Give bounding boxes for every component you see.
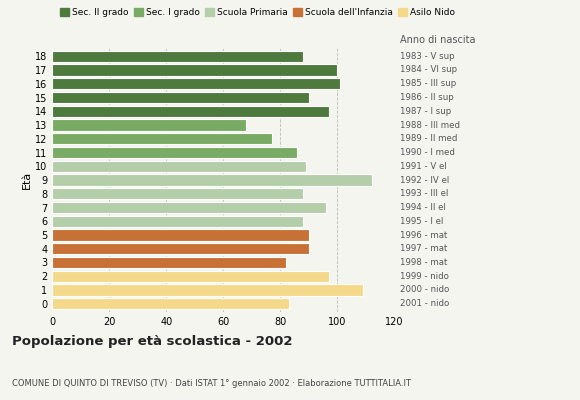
Text: 1987 - I sup: 1987 - I sup	[400, 107, 451, 116]
Bar	[52, 257, 286, 268]
Text: 1984 - VI sup: 1984 - VI sup	[400, 66, 457, 74]
Bar	[52, 161, 306, 172]
Bar	[52, 298, 289, 309]
Text: 1990 - I med: 1990 - I med	[400, 148, 455, 157]
Bar	[52, 106, 329, 117]
Text: 1991 - V el: 1991 - V el	[400, 162, 447, 171]
Text: 1988 - III med: 1988 - III med	[400, 120, 460, 130]
Y-axis label: Età: Età	[22, 171, 32, 189]
Bar	[52, 284, 363, 296]
Bar	[52, 119, 246, 131]
Text: 1996 - mat: 1996 - mat	[400, 230, 448, 240]
Bar	[52, 51, 303, 62]
Text: COMUNE DI QUINTO DI TREVISO (TV) · Dati ISTAT 1° gennaio 2002 · Elaborazione TUT: COMUNE DI QUINTO DI TREVISO (TV) · Dati …	[12, 379, 411, 388]
Text: 1993 - III el: 1993 - III el	[400, 189, 448, 198]
Text: 2001 - nido: 2001 - nido	[400, 299, 450, 308]
Bar	[52, 174, 372, 186]
Bar	[52, 202, 326, 213]
Text: 1983 - V sup: 1983 - V sup	[400, 52, 455, 61]
Text: 1999 - nido: 1999 - nido	[400, 272, 449, 281]
Bar	[52, 271, 329, 282]
Bar	[52, 243, 309, 254]
Text: 1997 - mat: 1997 - mat	[400, 244, 448, 253]
Text: 1992 - IV el: 1992 - IV el	[400, 176, 450, 184]
Bar	[52, 188, 303, 199]
Text: 1995 - I el: 1995 - I el	[400, 217, 444, 226]
Legend: Sec. II grado, Sec. I grado, Scuola Primaria, Scuola dell'Infanzia, Asilo Nido: Sec. II grado, Sec. I grado, Scuola Prim…	[57, 4, 458, 21]
Text: 2000 - nido: 2000 - nido	[400, 286, 450, 294]
Text: 1989 - II med: 1989 - II med	[400, 134, 458, 143]
Bar	[52, 147, 298, 158]
Text: 1994 - II el: 1994 - II el	[400, 203, 446, 212]
Bar	[52, 133, 272, 144]
Bar	[52, 229, 309, 241]
Bar	[52, 64, 338, 76]
Text: 1986 - II sup: 1986 - II sup	[400, 93, 454, 102]
Text: Popolazione per età scolastica - 2002: Popolazione per età scolastica - 2002	[12, 335, 292, 348]
Bar	[52, 92, 309, 103]
Bar	[52, 78, 340, 89]
Text: 1985 - III sup: 1985 - III sup	[400, 79, 456, 88]
Text: Anno di nascita: Anno di nascita	[400, 35, 476, 45]
Bar	[52, 216, 303, 227]
Text: 1998 - mat: 1998 - mat	[400, 258, 448, 267]
